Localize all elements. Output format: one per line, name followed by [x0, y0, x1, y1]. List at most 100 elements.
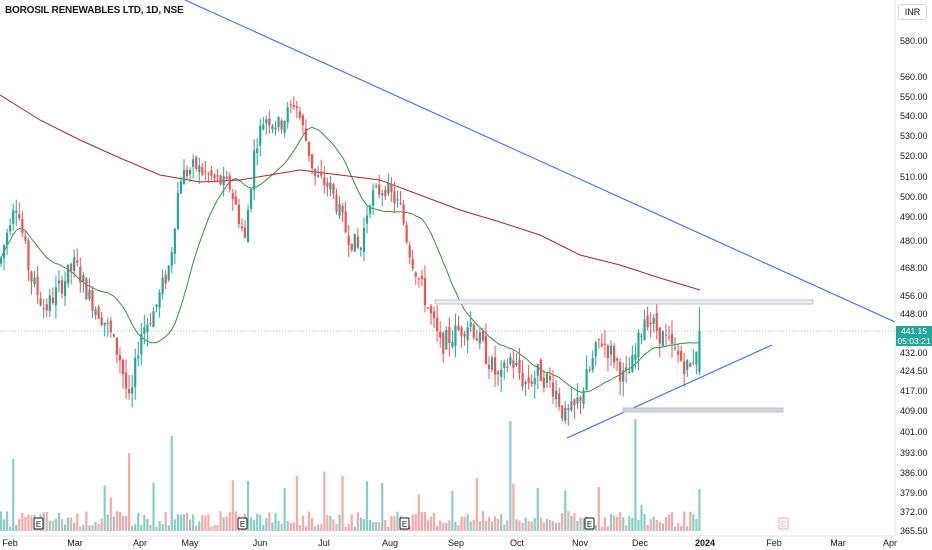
candle-body [234, 196, 237, 205]
volume-bar [176, 514, 179, 531]
candle-body [564, 407, 567, 421]
volume-bar [564, 490, 567, 531]
volume-bar [118, 511, 122, 531]
volume-bars [0, 419, 701, 531]
candle-body [695, 351, 698, 365]
volume-bar [329, 515, 332, 531]
candle [408, 241, 411, 265]
volume-bar [70, 517, 73, 531]
x-tick-label: May [181, 538, 199, 548]
earnings-marker-box [399, 517, 410, 530]
earnings-marker: E [584, 517, 595, 530]
candle [207, 171, 210, 183]
candle-body [555, 390, 558, 400]
volume-bar [576, 520, 579, 531]
candle-body [372, 190, 375, 206]
candle [677, 343, 680, 363]
candle [362, 217, 366, 262]
candle-body [121, 360, 125, 375]
candle [73, 249, 76, 278]
candle [652, 314, 655, 333]
candle-body [655, 313, 658, 331]
candle [274, 121, 277, 136]
candle [228, 172, 231, 193]
volume-bar [185, 512, 189, 531]
candle [256, 138, 259, 166]
candle [506, 358, 509, 373]
candle-body [524, 381, 527, 385]
candle [332, 182, 335, 200]
candle-body [256, 148, 259, 154]
volume-bar [661, 523, 664, 531]
x-tick-label: Mar [67, 538, 83, 548]
candle [359, 246, 362, 257]
volume-bar [222, 517, 225, 531]
candle [478, 327, 481, 350]
volume-bar [280, 523, 283, 531]
candle-body [576, 397, 579, 404]
volume-bar [509, 421, 512, 531]
candle [149, 312, 152, 327]
candle-body [475, 338, 478, 341]
candle-body [405, 224, 408, 243]
earnings-marker: E [778, 517, 789, 530]
volume-bar [533, 517, 536, 531]
volume-bar [91, 525, 94, 531]
candle [335, 188, 338, 215]
candle [24, 229, 27, 244]
y-tick-label: 550.00 [900, 92, 928, 102]
candle-body [649, 322, 652, 325]
candle-body [158, 292, 161, 308]
candle [350, 243, 353, 253]
volume-bar [603, 517, 606, 531]
y-tick-label: 580.00 [900, 36, 928, 46]
candle [451, 330, 454, 349]
candle [487, 356, 491, 380]
candle [439, 321, 442, 348]
volume-bar [677, 522, 680, 531]
candle-body [311, 154, 314, 169]
candle [698, 307, 701, 375]
candle-body [506, 366, 509, 368]
volume-bar [131, 525, 134, 531]
candle [539, 357, 542, 382]
candle [619, 358, 622, 396]
candle-body [42, 308, 45, 310]
candle-body [115, 337, 118, 355]
candle-body [619, 361, 622, 382]
candle-body [289, 104, 292, 106]
volume-bar [268, 512, 271, 531]
volume-bar [6, 511, 9, 531]
volume-bar [195, 525, 198, 531]
candle [179, 176, 183, 194]
candle-body [317, 175, 320, 177]
volume-bar [109, 497, 112, 531]
volume-bar [27, 514, 30, 531]
volume-bar [695, 519, 698, 531]
candle-body [329, 182, 332, 190]
volume-bar [304, 526, 308, 531]
candle-body [94, 309, 97, 316]
candle [673, 336, 677, 352]
candle-body [292, 105, 295, 108]
volume-bar [625, 525, 628, 531]
candle [307, 141, 311, 162]
candle [631, 345, 634, 373]
candle [124, 359, 128, 399]
candle-body [283, 121, 286, 133]
candle [585, 355, 588, 391]
candle [484, 323, 488, 365]
x-tick-label: Feb [2, 538, 18, 548]
candle-body [542, 377, 545, 388]
currency-selector[interactable]: INR [898, 4, 927, 20]
candle [15, 199, 18, 227]
candle-body [253, 150, 256, 190]
volume-bar [137, 512, 140, 531]
earnings-marker-label: E [240, 520, 245, 529]
y-tick-label: 386.00 [900, 468, 928, 478]
volume-bar [234, 511, 237, 531]
volume-bar [259, 514, 262, 531]
volume-bar [497, 518, 500, 531]
candle-body [265, 119, 268, 124]
